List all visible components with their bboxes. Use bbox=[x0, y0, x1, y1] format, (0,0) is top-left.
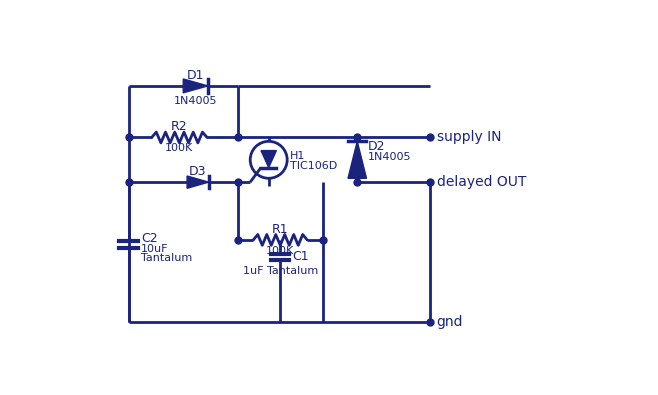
Text: C1: C1 bbox=[293, 250, 309, 263]
Text: R1: R1 bbox=[272, 223, 289, 236]
Text: C2: C2 bbox=[141, 232, 157, 245]
Text: 1uF Tantalum: 1uF Tantalum bbox=[243, 266, 318, 276]
Text: delayed OUT: delayed OUT bbox=[436, 175, 526, 189]
Text: gnd: gnd bbox=[436, 315, 463, 329]
Text: D1: D1 bbox=[187, 70, 204, 83]
Text: 10uF: 10uF bbox=[141, 244, 168, 254]
Text: H1: H1 bbox=[290, 151, 305, 161]
Polygon shape bbox=[187, 176, 209, 188]
Text: 1N4005: 1N4005 bbox=[368, 152, 411, 162]
Text: 100K: 100K bbox=[266, 246, 294, 256]
Text: TIC106D: TIC106D bbox=[290, 161, 338, 171]
Text: Tantalum: Tantalum bbox=[141, 253, 192, 263]
Polygon shape bbox=[348, 141, 367, 178]
Text: D2: D2 bbox=[368, 140, 386, 153]
Text: D3: D3 bbox=[189, 165, 207, 178]
Text: supply IN: supply IN bbox=[436, 130, 501, 145]
Polygon shape bbox=[183, 79, 208, 93]
Text: 1N4005: 1N4005 bbox=[174, 96, 217, 106]
Text: R2: R2 bbox=[171, 120, 188, 133]
Polygon shape bbox=[261, 150, 276, 167]
Text: 100K: 100K bbox=[165, 143, 193, 153]
